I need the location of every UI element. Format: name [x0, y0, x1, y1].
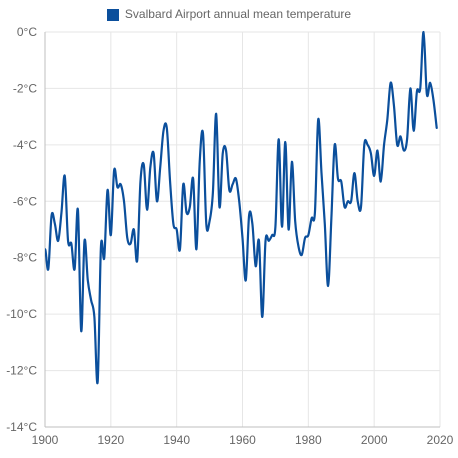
x-tick-label: 1960 — [229, 433, 256, 447]
x-tick-label: 1900 — [32, 433, 59, 447]
axes: 1900 1920 1940 1960 1980 2000 2020 0°C -2°C -4°C -… — [6, 25, 453, 447]
y-tick-label: -14°C — [6, 420, 37, 434]
series-line — [45, 30, 438, 385]
y-tick-label: -10°C — [6, 307, 37, 321]
series-layer — [45, 30, 438, 385]
y-tick-label: -6°C — [13, 194, 37, 208]
y-tick-label: -8°C — [13, 251, 37, 265]
y-tick-label: -12°C — [6, 364, 37, 378]
x-tick-label: 1940 — [163, 433, 190, 447]
x-tick-label: 2000 — [361, 433, 388, 447]
x-tick-label: 2020 — [427, 433, 454, 447]
y-tick-label: -4°C — [13, 138, 37, 152]
x-tick-label: 1980 — [295, 433, 322, 447]
x-tick-label: 1920 — [97, 433, 124, 447]
y-tick-label: 0°C — [17, 25, 37, 39]
y-tick-label: -2°C — [13, 81, 37, 95]
